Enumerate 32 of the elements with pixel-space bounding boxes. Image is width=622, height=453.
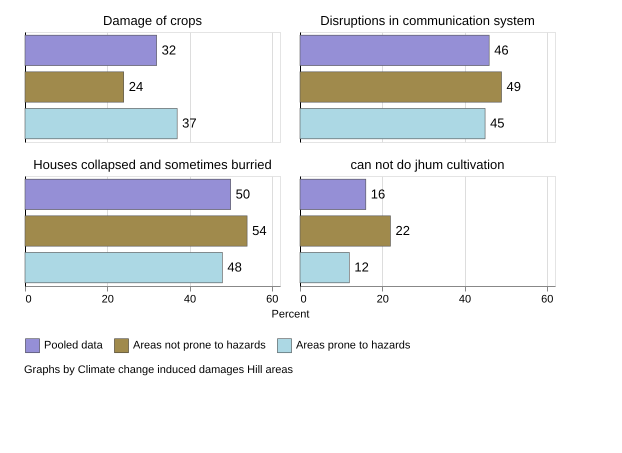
x-axis-title: Percent bbox=[272, 308, 310, 320]
x-tick-label: 60 bbox=[541, 294, 554, 306]
bar bbox=[24, 216, 248, 246]
x-tick-label: 20 bbox=[376, 294, 389, 306]
data-label: 45 bbox=[490, 116, 505, 131]
chart-title: can not do jhum cultivation bbox=[350, 157, 504, 172]
x-tick-label: 0 bbox=[300, 294, 307, 306]
legend-label: Areas prone to hazards bbox=[296, 340, 411, 352]
data-label: 48 bbox=[227, 260, 242, 275]
x-tick-label: 40 bbox=[184, 294, 196, 306]
x-tick-label: 20 bbox=[102, 294, 114, 306]
data-label: 22 bbox=[395, 223, 410, 238]
data-label: 50 bbox=[236, 186, 250, 202]
data-label: 24 bbox=[128, 79, 144, 94]
bar bbox=[24, 178, 231, 210]
legend-label: Pooled data bbox=[44, 340, 104, 352]
text: Graphs by Climate change induced damages Hill areas bbox=[24, 364, 294, 376]
data-label: 46 bbox=[494, 42, 509, 58]
legend-label: Areas not prone to hazards bbox=[133, 340, 266, 352]
data-label: 32 bbox=[162, 42, 176, 58]
data-label: 54 bbox=[252, 223, 267, 238]
chart-title: Houses collapsed and sometimes burried bbox=[33, 157, 272, 172]
data-label: 49 bbox=[506, 79, 521, 94]
x-tick-label: 0 bbox=[26, 294, 32, 306]
chart-title: Disruptions in communication system bbox=[320, 13, 535, 28]
data-label: 12 bbox=[354, 260, 369, 275]
x-tick-label: 40 bbox=[458, 294, 472, 306]
data-label: 37 bbox=[182, 116, 197, 131]
bar bbox=[24, 252, 223, 284]
data-label: 16 bbox=[370, 186, 386, 202]
chart-title: Damage of crops bbox=[103, 13, 202, 28]
x-tick-label: 60 bbox=[266, 294, 278, 306]
